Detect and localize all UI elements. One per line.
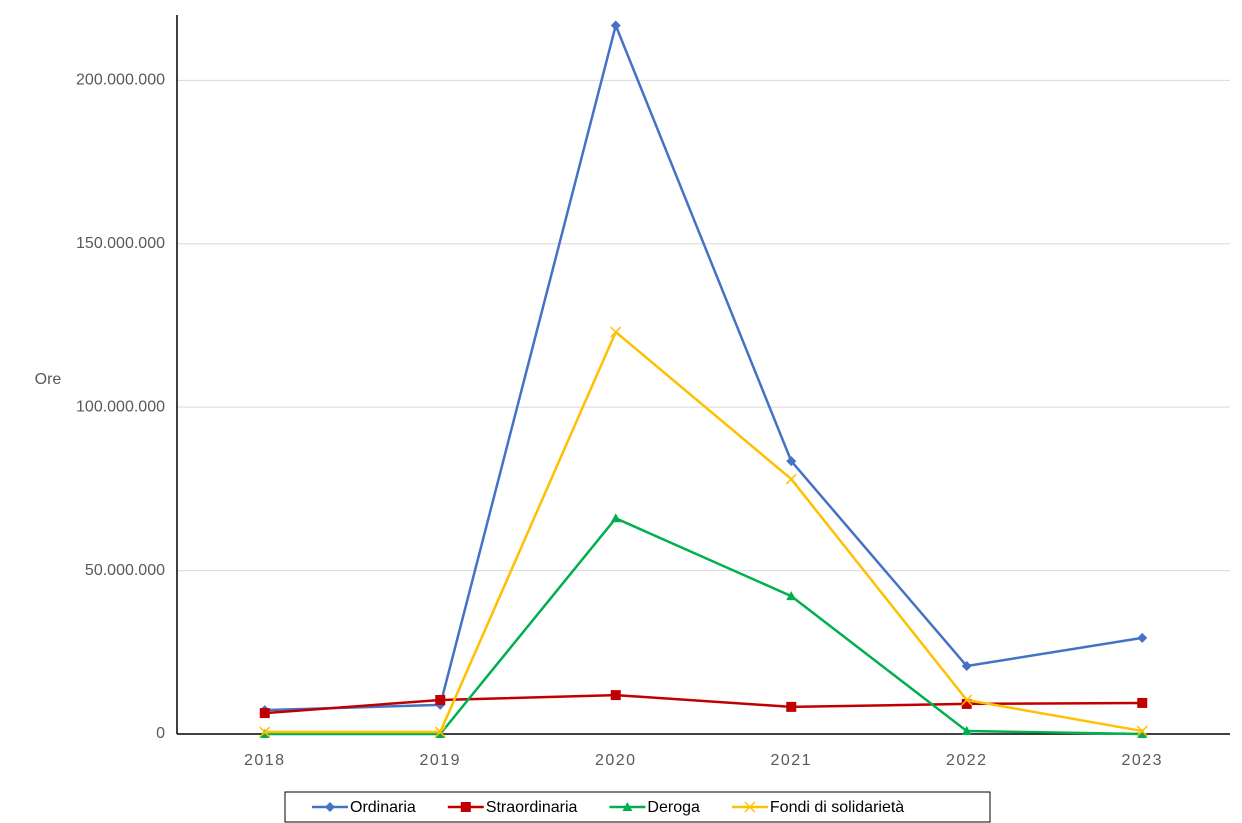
- series-line: [264, 517, 1143, 736]
- y-axis-label: Ore: [35, 371, 62, 388]
- series-line: [264, 330, 1143, 734]
- marker: [325, 802, 335, 812]
- x-tick-label: 2020: [595, 752, 637, 769]
- marker: [1137, 729, 1148, 738]
- marker: [786, 591, 797, 601]
- marker: [610, 690, 621, 701]
- y-tick-label: 200.000.000: [76, 72, 165, 89]
- marker: [259, 708, 270, 719]
- marker: [961, 661, 972, 672]
- legend-label: Deroga: [647, 799, 700, 816]
- x-tick-label: 2023: [1121, 752, 1163, 769]
- marker: [961, 726, 972, 736]
- legend-label: Fondi di solidarietà: [770, 799, 904, 816]
- marker: [622, 802, 633, 811]
- marker: [1136, 725, 1148, 737]
- legend-label: Straordinaria: [486, 799, 578, 816]
- marker: [259, 729, 270, 738]
- series-line: [264, 24, 1143, 712]
- marker: [460, 802, 471, 812]
- y-tick-label: 100.000.000: [76, 398, 165, 415]
- x-tick-label: 2019: [419, 752, 461, 769]
- marker: [785, 473, 797, 485]
- y-tick-label: 0: [156, 725, 165, 742]
- series-line: [264, 693, 1143, 715]
- marker: [610, 20, 621, 31]
- marker: [1137, 632, 1148, 643]
- x-tick-label: 2018: [244, 752, 286, 769]
- marker: [610, 513, 621, 523]
- legend-label: Ordinaria: [350, 799, 416, 816]
- y-tick-label: 150.000.000: [76, 235, 165, 252]
- marker: [435, 729, 446, 738]
- marker: [961, 698, 972, 709]
- marker: [434, 726, 446, 738]
- marker: [1137, 697, 1148, 708]
- x-tick-label: 2021: [770, 752, 812, 769]
- marker: [786, 456, 797, 467]
- x-tick-label: 2022: [946, 752, 988, 769]
- legend: Ordinaria Straordinaria Deroga Fondi di sol…: [284, 791, 991, 823]
- marker: [610, 326, 622, 338]
- marker: [961, 694, 973, 706]
- y-tick-label: 50.000.000: [85, 562, 165, 579]
- marker: [744, 801, 756, 813]
- marker: [435, 695, 446, 706]
- marker: [259, 726, 271, 738]
- marker: [786, 701, 797, 712]
